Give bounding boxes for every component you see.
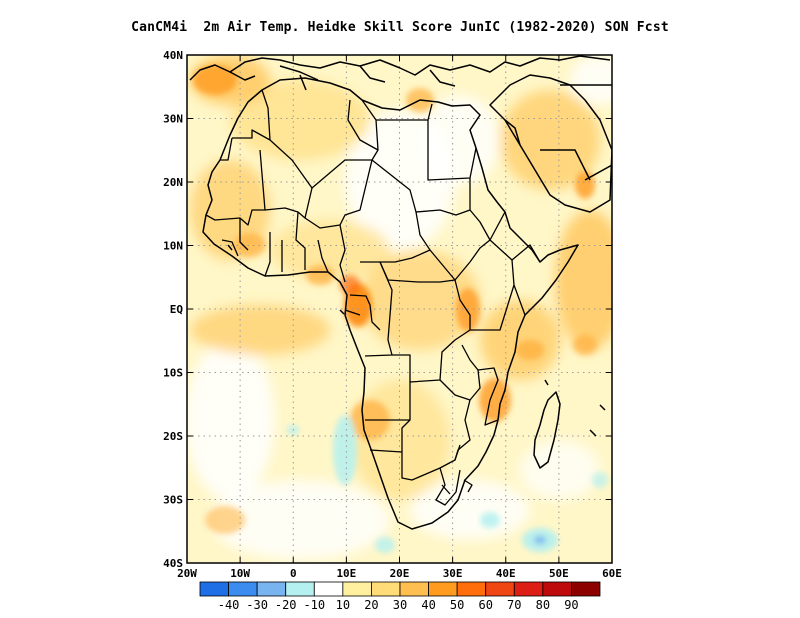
lat-tick-label: 40N [163,49,183,62]
colorbar-label: 40 [421,598,435,612]
axis-ticks [186,54,613,564]
latitude-labels: 40N 30N 20N 10N EQ 10S 20S 30S 40S [163,49,183,570]
colorbar-label: -40 [218,598,240,612]
colorbar-swatch [256,581,287,597]
lat-tick-label: 30N [163,113,183,126]
colorbar-label: 50 [450,598,464,612]
colorbar-label: 10 [336,598,350,612]
lon-tick-label: 30E [443,567,463,580]
colorbar-label: 80 [536,598,550,612]
arabia [489,74,612,213]
colorbar-label: 20 [364,598,378,612]
colorbar-label: 70 [507,598,521,612]
colorbar-swatch [428,581,458,597]
lon-tick-label: 10E [336,567,356,580]
colorbar-swatch [342,581,372,597]
colorbar-swatch [513,581,544,597]
colorbar-swatch [571,581,601,597]
colorbar-label: -10 [303,598,325,612]
colorbar-swatch [199,581,229,597]
colorbar-swatch [313,581,344,597]
lon-tick-label: 20W [177,567,197,580]
map-title: CanCM4i 2m Air Temp. Heidke Skill Score … [131,20,669,35]
lon-tick-label: 50E [549,567,569,580]
longitude-labels: 20W 10W 0 10E 20E 30E 40E 50E 60E [177,567,622,580]
lat-tick-label: 30S [163,494,183,507]
colorbar-label: 90 [564,598,578,612]
lat-tick-label: EQ [170,303,184,316]
lon-tick-label: 40E [496,567,516,580]
lat-tick-label: 40S [163,557,183,570]
colorbar [199,581,601,597]
colorbar-swatch [399,581,429,597]
colorbar-labels: -40 -30 -20 -10 10 20 30 40 50 60 70 80 90 [218,598,579,612]
colorbar-swatch [456,581,487,597]
colorbar-swatch [485,581,515,597]
europe-coast [189,55,611,81]
colorbar-label: 30 [393,598,407,612]
colorbar-swatch [228,581,258,597]
grid-lines [187,55,612,563]
coastlines [189,55,612,530]
lon-tick-label: 0 [290,567,297,580]
lon-tick-label: 10W [230,567,250,580]
colorbar-label: -30 [246,598,268,612]
lat-tick-label: 10S [163,367,183,380]
lon-tick-label: 20E [390,567,410,580]
lat-tick-label: 10N [163,240,183,253]
colorbar-swatch [542,581,572,597]
lat-tick-label: 20N [163,176,183,189]
colorbar-label: 60 [478,598,492,612]
madagascar [533,391,561,469]
africa-coastline [202,77,579,530]
colorbar-swatch [285,581,315,597]
lat-tick-label: 20S [163,430,183,443]
lon-tick-label: 60E [602,567,622,580]
colorbar-label: -20 [275,598,297,612]
colorbar-swatch [371,581,401,597]
